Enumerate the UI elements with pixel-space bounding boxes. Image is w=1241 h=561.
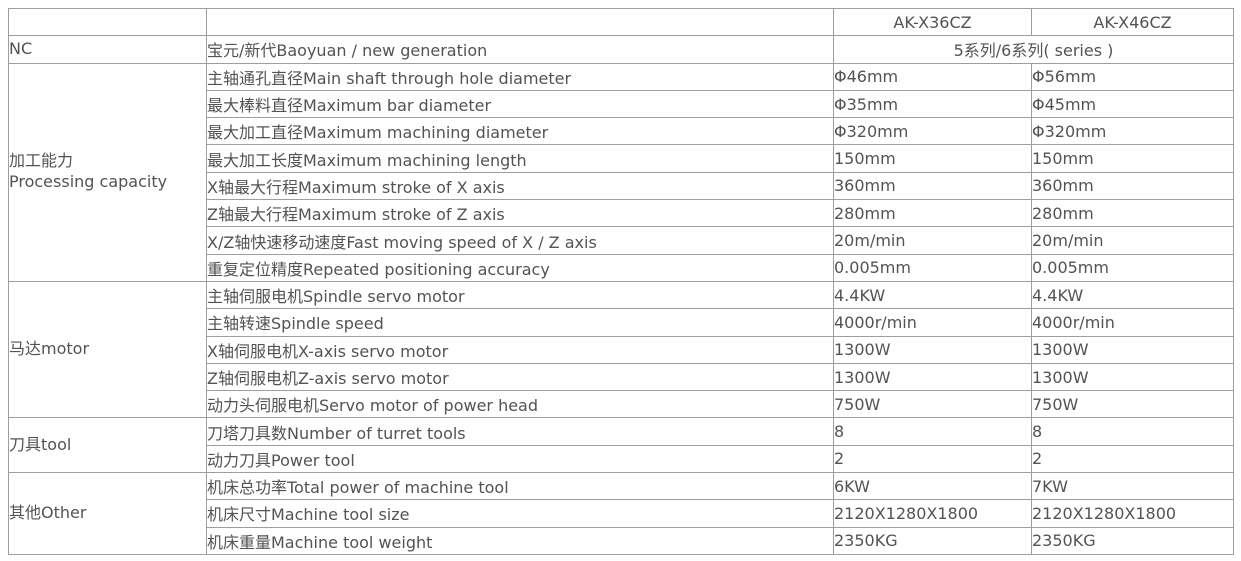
category-cell: 马达motor bbox=[8, 280, 207, 419]
value-cell-model-2: 1300W bbox=[1031, 362, 1234, 392]
value-cell-model-1: 4.4KW bbox=[833, 280, 1032, 310]
spec-row: 最大棒料直径Maximum bar diameter Φ35mm Φ45mm bbox=[9, 89, 1234, 119]
machine-spec-table: AK-X36CZ AK-X46CZ NC 宝元/新代Baoyuan / new … bbox=[8, 7, 1234, 555]
category-cell: 加工能力 Processing capacity bbox=[8, 62, 207, 282]
spec-name-cell: 主轴通孔直径Main shaft through hole diameter bbox=[206, 62, 834, 91]
value-cell-model-1: 0.005mm bbox=[833, 253, 1032, 282]
value-cell-model-2: 7KW bbox=[1031, 472, 1234, 501]
category-label-zh: 刀具tool bbox=[9, 434, 72, 454]
spec-row: Z轴伺服电机Z-axis servo motor 1300W 1300W bbox=[9, 362, 1234, 392]
value-cell-model-2: 1300W bbox=[1031, 335, 1234, 364]
category-label-zh: 加工能力 bbox=[9, 151, 74, 171]
spec-name-cell: 重复定位精度Repeated positioning accuracy bbox=[206, 253, 834, 282]
header-category-cell-empty bbox=[8, 7, 207, 37]
value-cell-model-1: Φ320mm bbox=[833, 117, 1032, 146]
spec-row: 刀具tool 刀塔刀具数Number of turret tools 8 8 bbox=[8, 417, 1234, 474]
spec-name-cell: 刀塔刀具数Number of turret tools bbox=[206, 417, 834, 446]
value-cell-model-2: Φ320mm bbox=[1031, 117, 1234, 146]
spec-name-cell: 主轴转速Spindle speed bbox=[206, 308, 834, 337]
spec-name-cell: 最大棒料直径Maximum bar diameter bbox=[206, 89, 834, 119]
value-cell-model-1: 1300W bbox=[833, 335, 1032, 364]
header-spec-cell-empty bbox=[206, 7, 834, 37]
spec-row: 动力头伺服电机Servo motor of power head 750W 750W bbox=[9, 390, 1234, 419]
spec-row: 主轴转速Spindle speed 4000r/min 4000r/min bbox=[9, 308, 1234, 337]
value-cell-model-1: 1300W bbox=[833, 362, 1032, 392]
spec-row: 机床尺寸Machine tool size 2120X1280X1800 2120X… bbox=[9, 499, 1234, 528]
column-header-model-2: AK-X46CZ bbox=[1031, 7, 1234, 37]
value-cell-model-2: 360mm bbox=[1031, 171, 1234, 201]
table-header-row: AK-X36CZ AK-X46CZ bbox=[8, 7, 1234, 37]
value-cell-model-1: Φ46mm bbox=[833, 62, 1032, 91]
value-cell-model-2: 4.4KW bbox=[1031, 280, 1234, 310]
value-cell-model-1: 360mm bbox=[833, 171, 1032, 201]
spec-row: X轴伺服电机X-axis servo motor 1300W 1300W bbox=[9, 335, 1234, 364]
spec-name-cell: 最大加工长度Maximum machining length bbox=[206, 144, 834, 173]
spec-row: X/Z轴快速移动速度Fast moving speed of X / Z axi… bbox=[9, 226, 1234, 255]
value-cell-model-1: 6KW bbox=[833, 472, 1032, 501]
spec-name-cell: X轴最大行程Maximum stroke of X axis bbox=[206, 171, 834, 201]
value-cell-model-2: 20m/min bbox=[1031, 226, 1234, 255]
value-cell-model-2: Φ56mm bbox=[1031, 62, 1234, 91]
spec-name-cell: Z轴伺服电机Z-axis servo motor bbox=[206, 362, 834, 392]
category-cell: 其他Other bbox=[8, 472, 207, 555]
category-label-zh: 马达motor bbox=[9, 339, 90, 359]
value-cell-model-2: Φ45mm bbox=[1031, 89, 1234, 119]
spec-row: 加工能力 Processing capacity 主轴通孔直径Main shaft … bbox=[8, 62, 1234, 282]
value-cell-model-2: 750W bbox=[1031, 390, 1234, 419]
spec-row: 重复定位精度Repeated positioning accuracy 0.005… bbox=[9, 253, 1234, 282]
category-label-en: Processing capacity bbox=[9, 172, 168, 192]
column-header-model-1: AK-X36CZ bbox=[833, 7, 1032, 37]
value-cell-model-1: 2350KG bbox=[833, 526, 1032, 555]
nc-row: NC 宝元/新代Baoyuan / new generation 5系列/6系列… bbox=[8, 35, 1234, 64]
value-cell-model-1: 280mm bbox=[833, 199, 1032, 228]
spec-name-cell: 机床总功率Total power of machine tool bbox=[206, 472, 834, 501]
spec-row: Z轴最大行程Maximum stroke of Z axis 280mm 280mm bbox=[9, 199, 1234, 228]
value-cell-model-2: 150mm bbox=[1031, 144, 1234, 173]
spec-row: 动力刀具Power tool 2 2 bbox=[9, 444, 1234, 474]
value-cell-model-1: 8 bbox=[833, 417, 1032, 446]
spec-name-cell: X轴伺服电机X-axis servo motor bbox=[206, 335, 834, 364]
value-cell-model-2: 8 bbox=[1031, 417, 1234, 446]
spec-row: X轴最大行程Maximum stroke of X axis 360mm 360mm bbox=[9, 171, 1234, 201]
category-cell: 刀具tool bbox=[8, 417, 207, 474]
spec-row: 最大加工长度Maximum machining length 150mm 150mm bbox=[9, 144, 1234, 173]
spec-row: 最大加工直径Maximum machining diameter Φ320mm Φ3… bbox=[9, 117, 1234, 146]
spec-name-cell: 动力头伺服电机Servo motor of power head bbox=[206, 390, 834, 419]
value-cell-model-2: 2 bbox=[1031, 444, 1234, 474]
value-cell-model-1: 2120X1280X1800 bbox=[833, 499, 1032, 528]
spec-name-cell: 最大加工直径Maximum machining diameter bbox=[206, 117, 834, 146]
value-cell-model-1: 750W bbox=[833, 390, 1032, 419]
spec-name-cell: 动力刀具Power tool bbox=[206, 444, 834, 474]
value-cell-model-2: 4000r/min bbox=[1031, 308, 1234, 337]
spec-name-cell: 机床尺寸Machine tool size bbox=[206, 499, 834, 528]
category-cell-nc: NC bbox=[8, 35, 207, 64]
spec-name-cell: Z轴最大行程Maximum stroke of Z axis bbox=[206, 199, 834, 228]
value-cell-model-1: 2 bbox=[833, 444, 1032, 474]
spec-name-cell: X/Z轴快速移动速度Fast moving speed of X / Z axi… bbox=[206, 226, 834, 255]
spec-row: 马达motor 主轴伺服电机Spindle servo motor 4.4KW 4.4… bbox=[8, 280, 1234, 419]
spec-cell: 宝元/新代Baoyuan / new generation bbox=[206, 35, 834, 64]
value-cell-model-2: 280mm bbox=[1031, 199, 1234, 228]
spec-row: 其他Other 机床总功率Total power of machine tool 6… bbox=[8, 472, 1234, 555]
value-cell-model-1: 4000r/min bbox=[833, 308, 1032, 337]
category-label-zh: 其他Other bbox=[9, 503, 87, 523]
series-value-cell: 5系列/6系列( series ) bbox=[833, 35, 1234, 64]
spec-name-cell: 主轴伺服电机Spindle servo motor bbox=[206, 280, 834, 310]
value-cell-model-2: 0.005mm bbox=[1031, 253, 1234, 282]
spec-name-cell: 机床重量Machine tool weight bbox=[206, 526, 834, 555]
value-cell-model-1: Φ35mm bbox=[833, 89, 1032, 119]
value-cell-model-2: 2120X1280X1800 bbox=[1031, 499, 1234, 528]
value-cell-model-1: 20m/min bbox=[833, 226, 1032, 255]
value-cell-model-1: 150mm bbox=[833, 144, 1032, 173]
value-cell-model-2: 2350KG bbox=[1031, 526, 1234, 555]
spec-row: 机床重量Machine tool weight 2350KG 2350KG bbox=[9, 526, 1234, 555]
